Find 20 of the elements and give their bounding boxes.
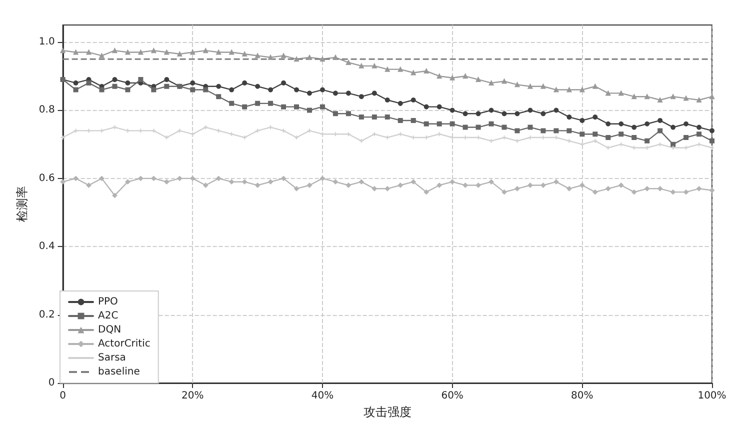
legend-label: DQN	[98, 324, 122, 336]
legend-label: ActorCritic	[98, 338, 150, 350]
y-axis-title: 检测率	[15, 186, 29, 222]
x-tick-label: 60%	[441, 390, 464, 402]
y-tick-label: 0.6	[38, 172, 55, 184]
y-tick-label: 0.4	[38, 241, 55, 252]
x-tick-label: 20%	[182, 390, 204, 402]
legend-label: PPO	[98, 296, 118, 308]
y-tick-label: 0	[48, 378, 55, 388]
legend-label: Sarsa	[98, 352, 126, 364]
x-tick-label: 40%	[311, 390, 334, 402]
legend-label: baseline	[98, 366, 140, 378]
y-tick-label: 0.8	[38, 104, 55, 116]
x-tick-label: 0	[60, 390, 66, 402]
x-tick-label: 100%	[698, 390, 726, 402]
legend-label: A2C	[98, 310, 118, 322]
x-tick-label: 80%	[571, 390, 594, 402]
y-tick-label: 1.0	[38, 36, 55, 48]
x-axis-title: 攻击强度	[363, 404, 412, 419]
y-tick-label: 0.2	[38, 309, 55, 320]
